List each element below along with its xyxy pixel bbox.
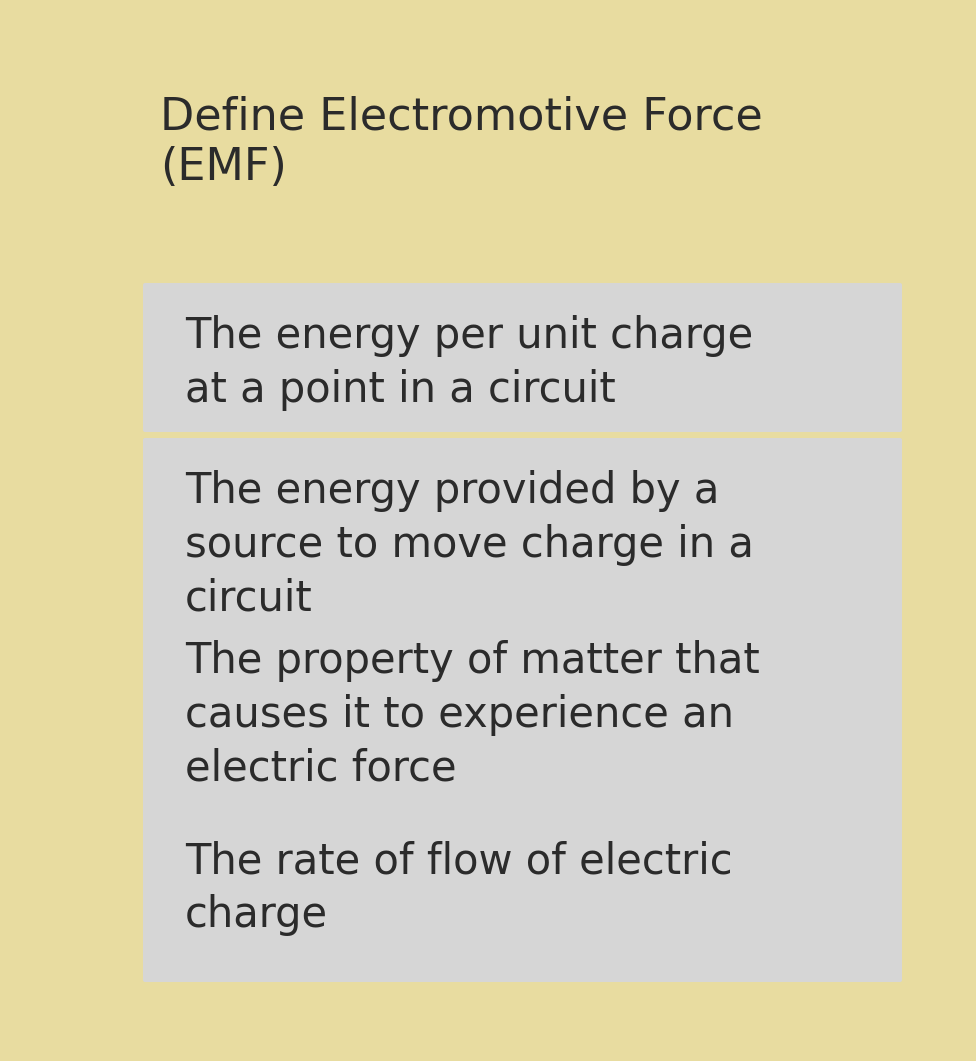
FancyBboxPatch shape bbox=[143, 283, 902, 432]
Text: The energy per unit charge
at a point in a circuit: The energy per unit charge at a point in… bbox=[185, 315, 753, 411]
Text: The property of matter that
causes it to experience an
electric force: The property of matter that causes it to… bbox=[185, 640, 759, 789]
FancyBboxPatch shape bbox=[143, 608, 902, 822]
FancyBboxPatch shape bbox=[143, 808, 902, 982]
FancyBboxPatch shape bbox=[143, 438, 902, 632]
Text: The rate of flow of electric
charge: The rate of flow of electric charge bbox=[185, 840, 733, 936]
Text: Define Electromotive Force
(EMF): Define Electromotive Force (EMF) bbox=[160, 95, 763, 190]
Text: The energy provided by a
source to move charge in a
circuit: The energy provided by a source to move … bbox=[185, 470, 753, 620]
